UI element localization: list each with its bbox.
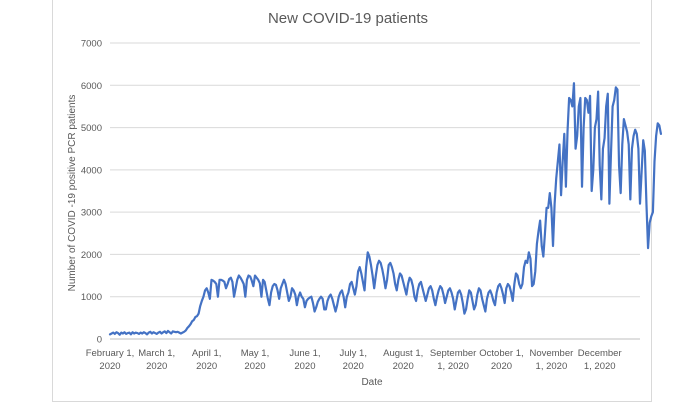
y-tick-label: 5000	[81, 123, 102, 134]
y-tick-label: 2000	[81, 250, 102, 261]
chart-title: New COVID-19 patients	[268, 10, 428, 27]
x-tick-label: February 1, 2020	[86, 348, 135, 372]
y-tick-label: 4000	[81, 165, 102, 176]
gridlines	[110, 42, 640, 298]
x-tick-label: June 1, 2020	[289, 348, 320, 372]
x-tick-label: March 1, 2020	[138, 348, 175, 372]
x-tick-label: December 1, 2020	[578, 348, 622, 372]
x-tick-label: September 1, 2020	[430, 348, 476, 372]
x-axis-title: Date	[361, 377, 383, 388]
x-tick-label: July 1, 2020	[340, 348, 367, 372]
y-tick-label: 0	[97, 335, 102, 346]
y-tick-label: 6000	[81, 81, 102, 92]
y-tick-label: 3000	[81, 208, 102, 219]
x-tick-label: November 1, 2020	[529, 348, 573, 372]
y-tick-label: 1000	[81, 292, 102, 303]
y-axis-ticks: 0 1000 2000 3000 4000 5000 6000 7000	[81, 39, 102, 346]
chart-area	[52, 0, 652, 402]
x-tick-label: October 1, 2020	[479, 348, 523, 372]
x-tick-label: April 1, 2020	[192, 348, 222, 372]
series-line-new-covid-patients	[108, 82, 663, 336]
y-axis-title: Number of COVID -19 positive PCR patient…	[67, 95, 78, 292]
x-tick-label: August 1, 2020	[383, 348, 423, 372]
y-tick-label: 7000	[81, 39, 102, 50]
x-tick-label: May 1, 2020	[241, 348, 270, 372]
